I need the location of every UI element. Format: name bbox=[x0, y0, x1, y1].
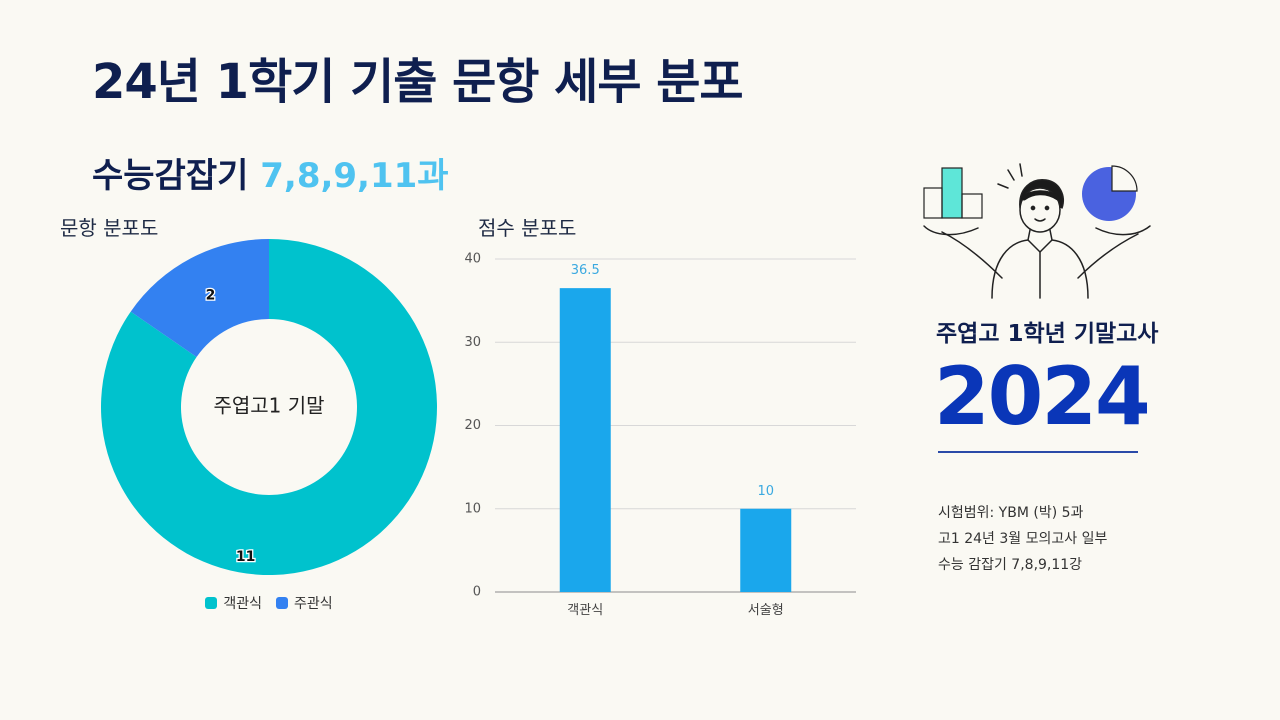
legend-label-subjective: 주관식 bbox=[294, 596, 333, 612]
textbook-info: 수능 감잡기 7,8,9,11강 bbox=[938, 557, 1083, 573]
bar-chart-title: 점수 분포도 bbox=[478, 216, 577, 240]
y-tick-label: 20 bbox=[464, 418, 481, 433]
page-title: 24년 1학기 기출 문항 세부 분포 bbox=[92, 54, 744, 110]
donut-data-label-2: 2 bbox=[206, 287, 216, 303]
donut-legend: 객관식 주관식 bbox=[0, 593, 538, 613]
subtitle-main: 수능감잡기 bbox=[92, 156, 249, 196]
x-tick-label: 서술형 bbox=[748, 603, 784, 618]
y-tick-label: 10 bbox=[464, 501, 481, 516]
bar-data-label: 36.5 bbox=[571, 263, 600, 278]
bar-chart: 0 10 20 30 40 36.5 객관식 10 서술형 bbox=[464, 252, 856, 618]
exam-range: 시험범위: YBM (박) 5과 bbox=[938, 505, 1084, 521]
legend-item-objective: 객관식 bbox=[205, 593, 262, 613]
subtitle-accent: 7,8,9,11과 bbox=[260, 156, 449, 196]
donut-slice-2 bbox=[130, 239, 269, 358]
y-tick-label: 0 bbox=[473, 585, 481, 600]
legend-swatch-objective bbox=[205, 597, 218, 609]
divider bbox=[938, 451, 1138, 453]
legend-label-objective: 객관식 bbox=[223, 596, 262, 612]
legend-swatch-subjective bbox=[276, 597, 288, 609]
donut-data-label-1: 11 bbox=[236, 549, 255, 565]
legend-item-subjective: 주관식 bbox=[276, 593, 333, 613]
donut-chart-title: 문항 분포도 bbox=[60, 216, 159, 240]
bar-data-label: 10 bbox=[757, 484, 774, 499]
bar bbox=[559, 288, 611, 592]
y-tick-label: 40 bbox=[464, 252, 481, 267]
donut-slice-1 bbox=[101, 239, 437, 575]
bar-chart-icon bbox=[923, 167, 983, 219]
donut-chart: 11 2 주엽고1 기말 bbox=[101, 239, 437, 575]
pie-chart-icon bbox=[1082, 165, 1138, 221]
bar bbox=[740, 508, 792, 592]
exam-year: 2024 bbox=[934, 350, 1151, 443]
person-icon bbox=[923, 163, 1151, 299]
presenter-illustration bbox=[923, 163, 1151, 299]
school-exam-title: 주엽고 1학년 기말고사 bbox=[936, 321, 1159, 347]
x-tick-label: 객관식 bbox=[567, 603, 603, 618]
donut-center-label: 주엽고1 기말 bbox=[213, 394, 324, 418]
subtitle: 수능감잡기 7,8,9,11과 bbox=[92, 148, 449, 197]
mock-exam-info: 고1 24년 3월 모의고사 일부 bbox=[938, 531, 1108, 547]
exam-info-list: 시험범위: YBM (박) 5과 고1 24년 3월 모의고사 일부 수능 감잡… bbox=[938, 500, 1107, 578]
y-tick-label: 30 bbox=[464, 335, 481, 350]
